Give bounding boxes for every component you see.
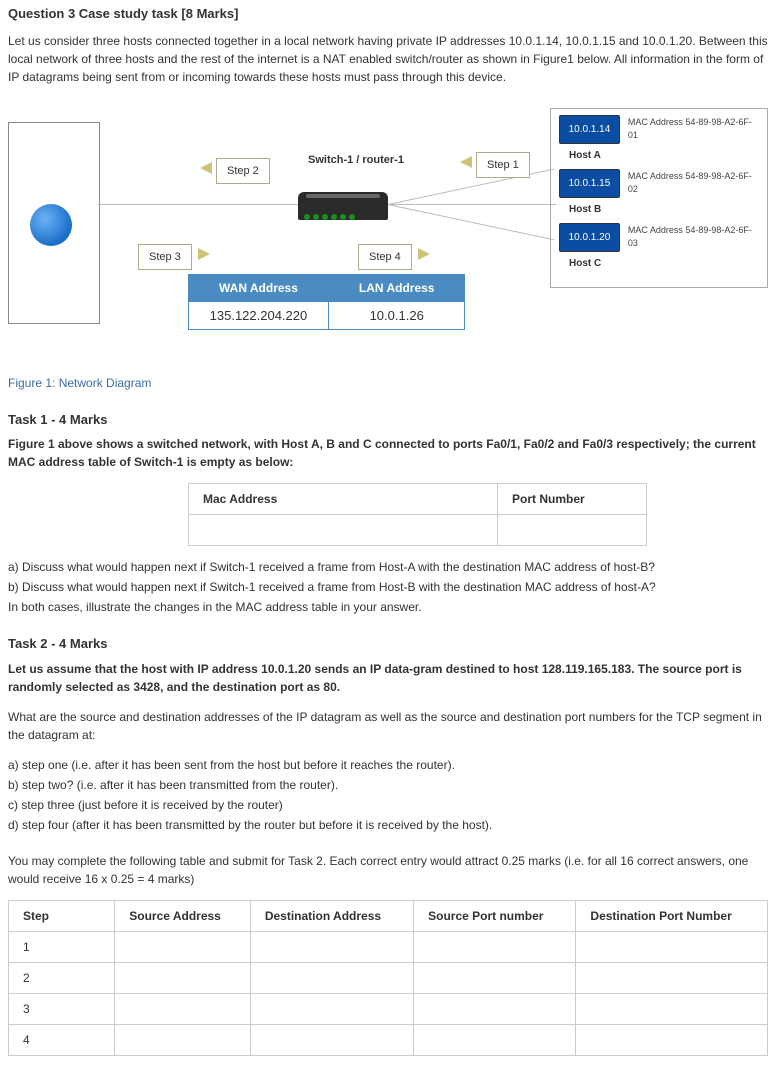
host-name: Host A — [569, 148, 759, 163]
empty-cell — [189, 515, 498, 546]
host-mac: MAC Address 54-89-98-A2-6F-03 — [628, 224, 759, 251]
wan-header: WAN Address — [189, 274, 329, 301]
step3-box: Step 3 — [138, 244, 192, 271]
host-mac: MAC Address 54-89-98-A2-6F-02 — [628, 170, 759, 197]
figure-caption: Figure 1: Network Diagram — [8, 374, 768, 392]
table-row: 2 — [9, 962, 768, 993]
router-leds — [304, 214, 355, 220]
host-ip: 10.0.1.20 — [559, 223, 620, 252]
table-row: 4 — [9, 1024, 768, 1055]
answer-table: Step Source Address Destination Address … — [8, 900, 768, 1056]
task1-note: In both cases, illustrate the changes in… — [8, 598, 768, 616]
arrow-right-icon — [198, 248, 210, 260]
task1-qa: a) Discuss what would happen next if Swi… — [8, 558, 768, 576]
wan-value: 135.122.204.220 — [189, 301, 329, 330]
arrow-left-icon — [200, 162, 212, 174]
task2-lead: Let us assume that the host with IP addr… — [8, 660, 768, 696]
step2-box: Step 2 — [216, 158, 270, 185]
mac-address-table: Mac Address Port Number — [188, 483, 647, 546]
task1-heading: Task 1 - 4 Marks — [8, 410, 768, 430]
arrow-left-icon — [460, 156, 472, 168]
step1-box: Step 1 — [476, 152, 530, 179]
host-mac: MAC Address 54-89-98-A2-6F-01 — [628, 116, 759, 143]
col-src-port: Source Port number — [414, 900, 576, 931]
task2-step-b: b) step two? (i.e. after it has been tra… — [8, 776, 768, 794]
router-label: Switch-1 / router-1 — [308, 152, 404, 169]
lan-header: LAN Address — [328, 274, 465, 301]
table-row: 1 — [9, 931, 768, 962]
mac-col-header: Mac Address — [189, 484, 498, 515]
task2-table-hint: You may complete the following table and… — [8, 852, 768, 888]
arrow-right-icon — [418, 248, 430, 260]
task1-qb: b) Discuss what would happen next if Swi… — [8, 578, 768, 596]
empty-cell — [498, 515, 647, 546]
network-diagram: Switch-1 / router-1 Step 2 Step 1 Step 3… — [8, 104, 768, 364]
task1-lead: Figure 1 above shows a switched network,… — [8, 435, 768, 471]
task2-step-a: a) step one (i.e. after it has been sent… — [8, 756, 768, 774]
host-row: 10.0.1.14 MAC Address 54-89-98-A2-6F-01 — [559, 115, 759, 144]
step-cell: 4 — [9, 1024, 115, 1055]
task2-step-d: d) step four (after it has been transmit… — [8, 816, 768, 834]
step4-box: Step 4 — [358, 244, 412, 271]
router-address-table: WAN Address LAN Address 135.122.204.220 … — [188, 274, 465, 331]
step-cell: 1 — [9, 931, 115, 962]
globe-icon — [30, 204, 72, 246]
col-dst-port: Destination Port Number — [576, 900, 768, 931]
step-cell: 3 — [9, 993, 115, 1024]
lan-link-line-c — [388, 204, 554, 240]
intro-paragraph: Let us consider three hosts connected to… — [8, 32, 768, 86]
lan-value: 10.0.1.26 — [328, 301, 465, 330]
col-dst-addr: Destination Address — [250, 900, 413, 931]
host-ip: 10.0.1.14 — [559, 115, 620, 144]
host-ip: 10.0.1.15 — [559, 169, 620, 198]
task2-heading: Task 2 - 4 Marks — [8, 634, 768, 654]
port-col-header: Port Number — [498, 484, 647, 515]
table-row: 3 — [9, 993, 768, 1024]
host-row: 10.0.1.20 MAC Address 54-89-98-A2-6F-03 — [559, 223, 759, 252]
step-cell: 2 — [9, 962, 115, 993]
col-src-addr: Source Address — [115, 900, 251, 931]
lan-link-line — [388, 204, 556, 205]
host-row: 10.0.1.15 MAC Address 54-89-98-A2-6F-02 — [559, 169, 759, 198]
wan-link-line — [98, 204, 298, 205]
task2-question: What are the source and destination addr… — [8, 708, 768, 744]
hosts-panel: 10.0.1.14 MAC Address 54-89-98-A2-6F-01 … — [550, 108, 768, 288]
question-title: Question 3 Case study task [8 Marks] — [8, 4, 768, 24]
task2-step-c: c) step three (just before it is receive… — [8, 796, 768, 814]
host-name: Host B — [569, 202, 759, 217]
col-step: Step — [9, 900, 115, 931]
host-name: Host C — [569, 256, 759, 271]
